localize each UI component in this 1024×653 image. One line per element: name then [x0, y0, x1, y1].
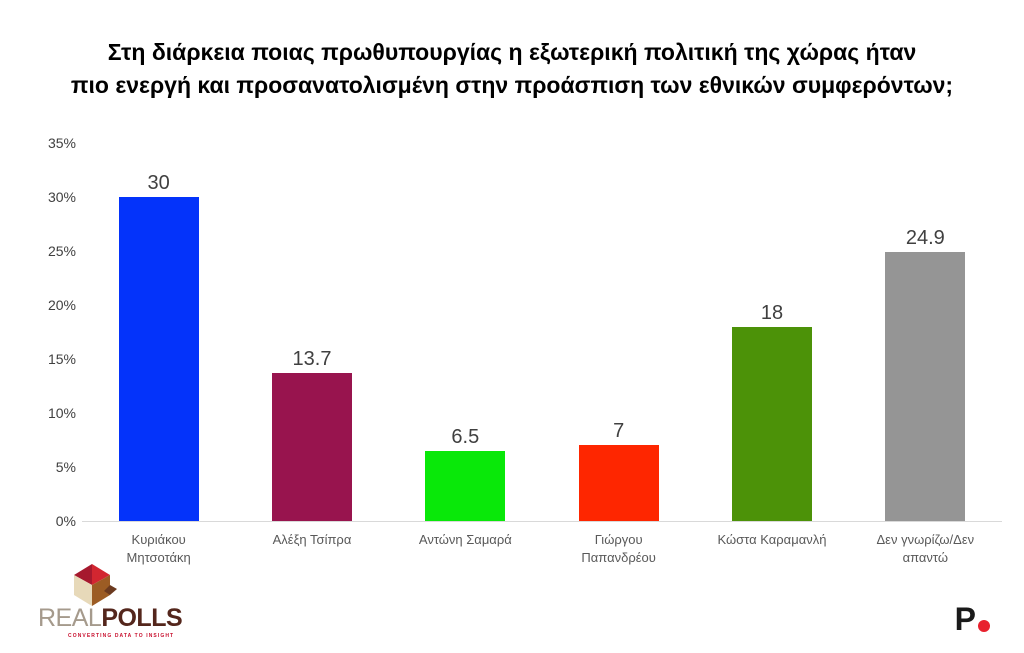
y-tick-label: 15%	[47, 351, 76, 367]
bar-value-label: 6.5	[451, 425, 480, 448]
bar	[578, 445, 659, 521]
bar-value-label: 30	[147, 172, 170, 194]
pronews-dot-icon	[978, 620, 990, 632]
x-category-label: Κυριάκου Μητσοτάκη	[126, 532, 191, 565]
bar	[425, 450, 506, 521]
realpolls-tagline: CONVERTING DATA TO INSIGHT	[68, 633, 175, 639]
y-tick-label: 30%	[47, 189, 76, 205]
bar	[885, 252, 966, 521]
bar-slot: 24.9	[849, 143, 1002, 521]
chart-title: Στη διάρκεια ποιας πρωθυπουργίας η εξωτε…	[0, 36, 1024, 103]
x-category-label: Αντώνη Σαμαρά	[418, 532, 512, 547]
chart-title-line1: Στη διάρκεια ποιας πρωθυπουργίας η εξωτε…	[107, 39, 917, 65]
chart-title-line2: πιο ενεργή και προσανατολισμένη στην προ…	[70, 72, 954, 99]
realpolls-word-polls: POLLS	[101, 604, 183, 632]
x-category-label: Δεν γνωρίζω/Δεν απαντώ	[876, 532, 975, 565]
realpolls-word-real: REAL	[38, 604, 102, 632]
x-axis-line	[82, 521, 1002, 522]
y-tick-label: 10%	[47, 405, 76, 421]
y-tick-label: 0%	[55, 513, 76, 529]
x-axis: Κυριάκου Μητσοτάκη Αλέξη Τσίπρα Αντώνη Σαμ…	[82, 531, 1002, 566]
footer: REALPOLLS CONVERTING DATA TO INSIGHT P	[0, 563, 1024, 653]
y-tick-label: 20%	[47, 297, 76, 313]
realpolls-wordmark: REALPOLLS	[38, 604, 183, 632]
bar-value-label: 13.7	[292, 348, 332, 371]
y-tick-label: 25%	[47, 243, 76, 259]
realpolls-logo: REALPOLLS CONVERTING DATA TO INSIGHT	[38, 562, 188, 639]
bar-slot: 13.7	[235, 143, 388, 521]
bar-slot: 18	[695, 143, 848, 521]
bar	[118, 197, 199, 521]
x-category-label: Γιώργου Παπανδρέου	[581, 532, 656, 565]
bar-slot: 7	[542, 143, 695, 521]
y-tick-label: 35%	[47, 135, 76, 151]
realpolls-cube-icon	[74, 564, 117, 606]
pronews-logo: P	[954, 600, 990, 637]
x-category-label: Κώστα Καραμανλή	[717, 532, 827, 547]
bar-value-label: 18	[760, 301, 784, 324]
bar	[731, 326, 812, 521]
pronews-letter: P	[954, 600, 976, 637]
x-category-label: Αλέξη Τσίπρα	[272, 532, 352, 547]
bar-slot: 30	[82, 143, 235, 521]
plot-area: 30 13.7 6.5 7 18 24.9	[82, 143, 1002, 521]
bar-value-label: 24.9	[905, 227, 945, 250]
bar-value-label: 7	[613, 420, 625, 443]
bar-slot: 6.5	[389, 143, 542, 521]
y-tick-label: 5%	[55, 459, 76, 475]
bar	[271, 373, 352, 521]
